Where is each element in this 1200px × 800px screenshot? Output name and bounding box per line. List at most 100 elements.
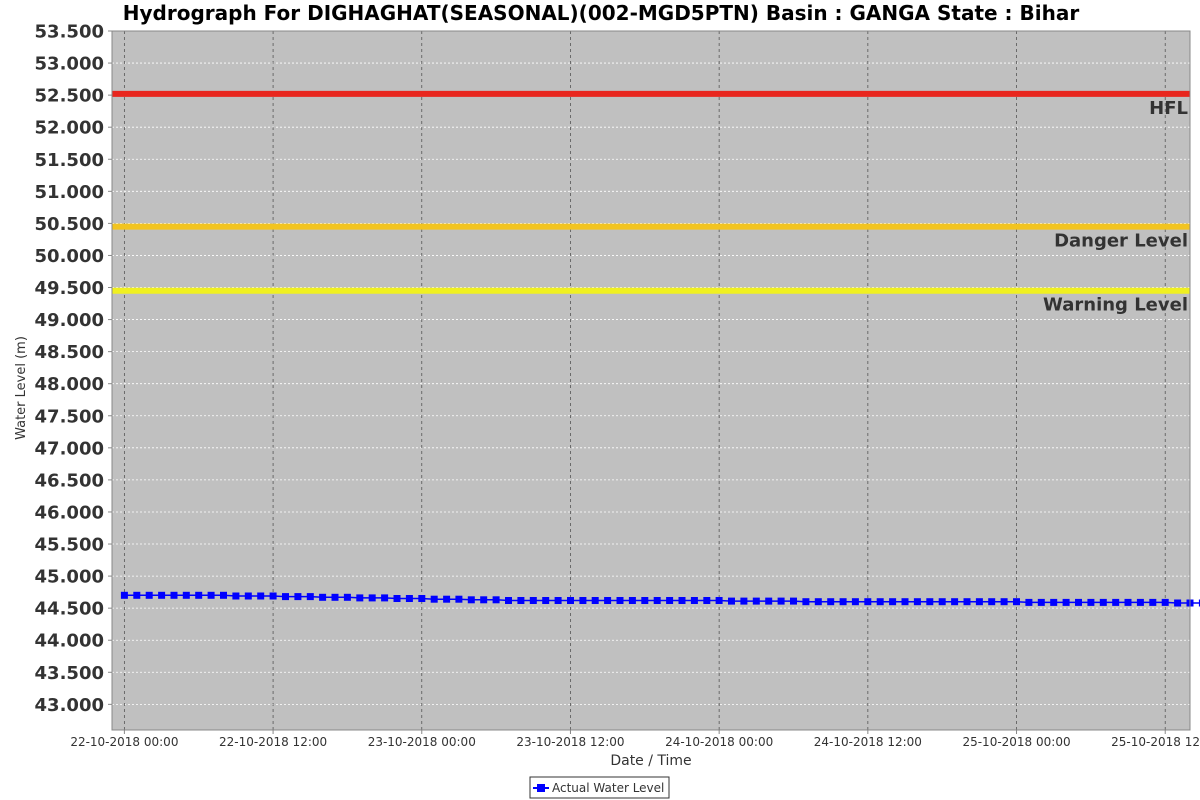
data-point [604, 597, 612, 604]
y-tick-label: 45.500 [35, 535, 104, 556]
data-point [777, 597, 785, 605]
plot-area [112, 31, 1190, 730]
x-tick-label: 25-10-2018 00:00 [962, 735, 1070, 749]
data-point [1000, 598, 1008, 606]
data-point [232, 592, 240, 600]
y-tick-label: 51.500 [35, 150, 104, 171]
y-tick-label: 45.000 [35, 567, 104, 588]
x-tick-label: 23-10-2018 12:00 [516, 735, 624, 749]
y-tick-label: 49.500 [35, 278, 104, 299]
data-point [207, 591, 215, 599]
data-point [591, 597, 599, 604]
legend: Actual Water Level [529, 776, 670, 799]
data-point [1161, 598, 1169, 606]
data-point [752, 597, 760, 605]
x-tick-label: 24-10-2018 00:00 [665, 735, 773, 749]
data-point [628, 597, 636, 604]
data-point [257, 592, 265, 600]
y-tick-label: 43.500 [35, 663, 104, 684]
data-point [728, 597, 735, 605]
data-point [430, 595, 438, 603]
data-point [616, 597, 624, 604]
data-point [269, 592, 277, 600]
x-tick-label: 22-10-2018 00:00 [70, 735, 178, 749]
y-tick-label: 43.000 [35, 695, 104, 716]
data-point [1013, 598, 1020, 606]
data-point [827, 598, 835, 606]
data-point [343, 593, 351, 601]
x-axis-ticks: 22-10-2018 00:00 22-10-2018 12:00 23-10-20… [70, 730, 1200, 749]
data-point [195, 591, 203, 599]
reference-label: HFL [1149, 98, 1188, 119]
data-point [641, 597, 649, 604]
data-point [653, 597, 661, 604]
y-tick-label: 44.500 [35, 599, 104, 620]
data-point [554, 597, 562, 604]
data-point [529, 597, 537, 604]
legend-label: Actual Water Level [552, 781, 664, 795]
data-point [480, 596, 488, 604]
y-tick-label: 53.000 [35, 54, 104, 75]
series-layer [120, 591, 1200, 607]
data-point [492, 596, 500, 604]
legend-box [529, 776, 670, 799]
data-point [356, 594, 364, 602]
data-point [666, 597, 674, 604]
data-point [839, 598, 847, 606]
data-point [1198, 599, 1200, 607]
x-axis-label: Date / Time [610, 753, 691, 769]
y-tick-label: 48.000 [35, 374, 104, 395]
data-point [220, 591, 227, 599]
y-tick-label: 48.500 [35, 342, 104, 363]
x-tick-label: 23-10-2018 00:00 [368, 735, 476, 749]
data-point [567, 597, 574, 604]
plot-border [111, 30, 1191, 731]
data-point [1025, 598, 1033, 606]
data-point [715, 597, 723, 604]
y-tick-label: 50.500 [35, 214, 104, 235]
series-line [124, 594, 1200, 604]
data-point [963, 598, 971, 606]
data-point [1136, 598, 1144, 606]
data-point [851, 598, 859, 606]
data-point [876, 598, 884, 606]
x-tick-label: 24-10-2018 12:00 [814, 735, 922, 749]
data-point [988, 598, 996, 606]
data-point [951, 598, 959, 606]
data-point [294, 593, 302, 601]
data-point [133, 591, 141, 599]
y-tick-label: 52.500 [35, 86, 104, 107]
grid-layer [112, 30, 1190, 730]
data-point [1149, 598, 1157, 606]
data-point [170, 591, 178, 599]
data-point [145, 591, 153, 599]
reference-label: Warning Level [1043, 295, 1188, 316]
data-point [1124, 598, 1132, 606]
data-point [542, 597, 550, 604]
data-point [938, 598, 946, 606]
data-point [889, 598, 897, 606]
data-point [393, 595, 401, 602]
data-point [405, 595, 413, 602]
y-tick-label: 50.000 [35, 246, 104, 267]
y-tick-label: 46.000 [35, 502, 104, 523]
y-tick-label: 46.500 [35, 470, 104, 491]
data-point [319, 593, 327, 601]
y-axis-label: Water Level (m) [14, 336, 29, 440]
data-point [1062, 598, 1070, 606]
y-tick-label: 47.500 [35, 406, 104, 427]
data-point [182, 591, 190, 599]
data-point [517, 597, 525, 604]
x-tick-label: 22-10-2018 12:00 [219, 735, 327, 749]
data-point [120, 591, 128, 599]
data-point [975, 598, 983, 606]
y-tick-label: 44.000 [35, 631, 104, 652]
data-point [1075, 598, 1082, 606]
y-tick-label: 49.000 [35, 310, 104, 331]
reference-lines: HFL Danger Level Warning Level [112, 90, 1190, 316]
data-point [765, 597, 773, 605]
data-point [690, 597, 698, 604]
reference-label: Danger Level [1054, 231, 1188, 252]
data-point [1037, 598, 1045, 606]
data-point [1112, 598, 1120, 606]
